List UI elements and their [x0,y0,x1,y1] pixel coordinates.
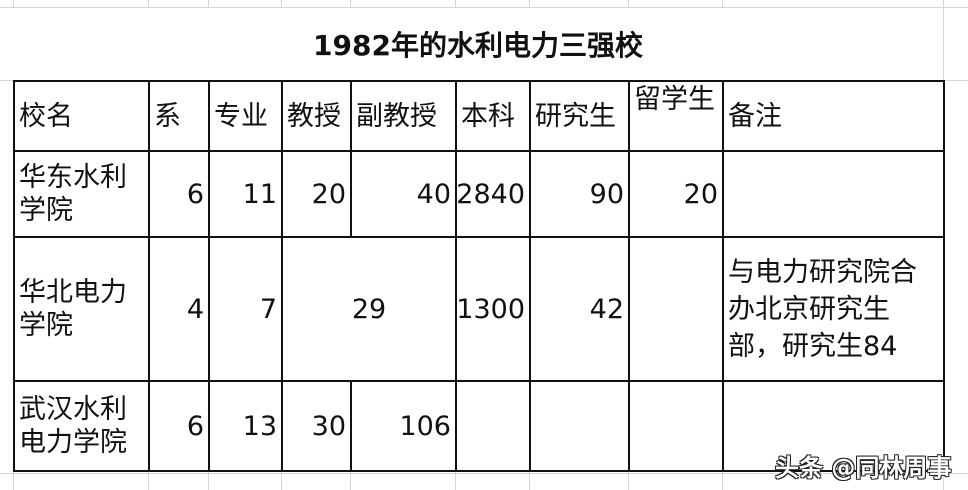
row3-grad[interactable] [529,380,630,472]
row3-prof[interactable]: 30 [281,380,352,472]
row1-grad[interactable]: 90 [529,150,630,238]
row1-undergrad[interactable]: 2840 [455,150,531,238]
watermark: 头条 @同林周事 [775,454,952,482]
row1-assoc[interactable]: 40 [350,150,457,238]
row3-note[interactable] [722,380,945,472]
row1-note[interactable] [722,150,945,238]
row3-assoc[interactable]: 106 [350,380,457,472]
row1-prof[interactable]: 20 [281,150,352,238]
row3-dept[interactable]: 6 [148,380,210,472]
row3-major[interactable]: 13 [208,380,283,472]
row2-undergrad[interactable]: 1300 [455,236,531,382]
row1-major[interactable]: 11 [208,150,283,238]
row3-undergrad[interactable] [455,380,531,472]
row2-grad[interactable]: 42 [529,236,630,382]
row1-dept[interactable]: 6 [148,150,210,238]
row2-note[interactable]: 与电力研究院合办北京研究生部，研究生84 [722,236,945,382]
row2-name[interactable]: 华北电力学院 [13,236,150,382]
header-grad[interactable]: 研究生 [529,80,630,152]
row2-intl[interactable] [628,236,724,382]
row3-intl[interactable] [628,380,724,472]
row1-intl[interactable]: 20 [628,150,724,238]
header-undergrad[interactable]: 本科 [455,80,531,152]
header-name[interactable]: 校名 [13,80,150,152]
row3-name[interactable]: 武汉水利电力学院 [13,380,150,472]
row2-major[interactable]: 7 [208,236,283,382]
header-intl[interactable]: 留学生 [628,80,724,152]
header-major[interactable]: 专业 [208,80,283,152]
header-assoc[interactable]: 副教授 [350,80,457,152]
row1-name[interactable]: 华东水利学院 [13,150,150,238]
header-dept[interactable]: 系 [148,80,210,152]
row2-prof-assoc-merged[interactable]: 29 [281,236,457,382]
header-prof[interactable]: 教授 [281,80,352,152]
header-note[interactable]: 备注 [722,80,945,152]
table-title[interactable]: 1982年的水利电力三强校 [13,8,943,80]
row2-dept[interactable]: 4 [148,236,210,382]
